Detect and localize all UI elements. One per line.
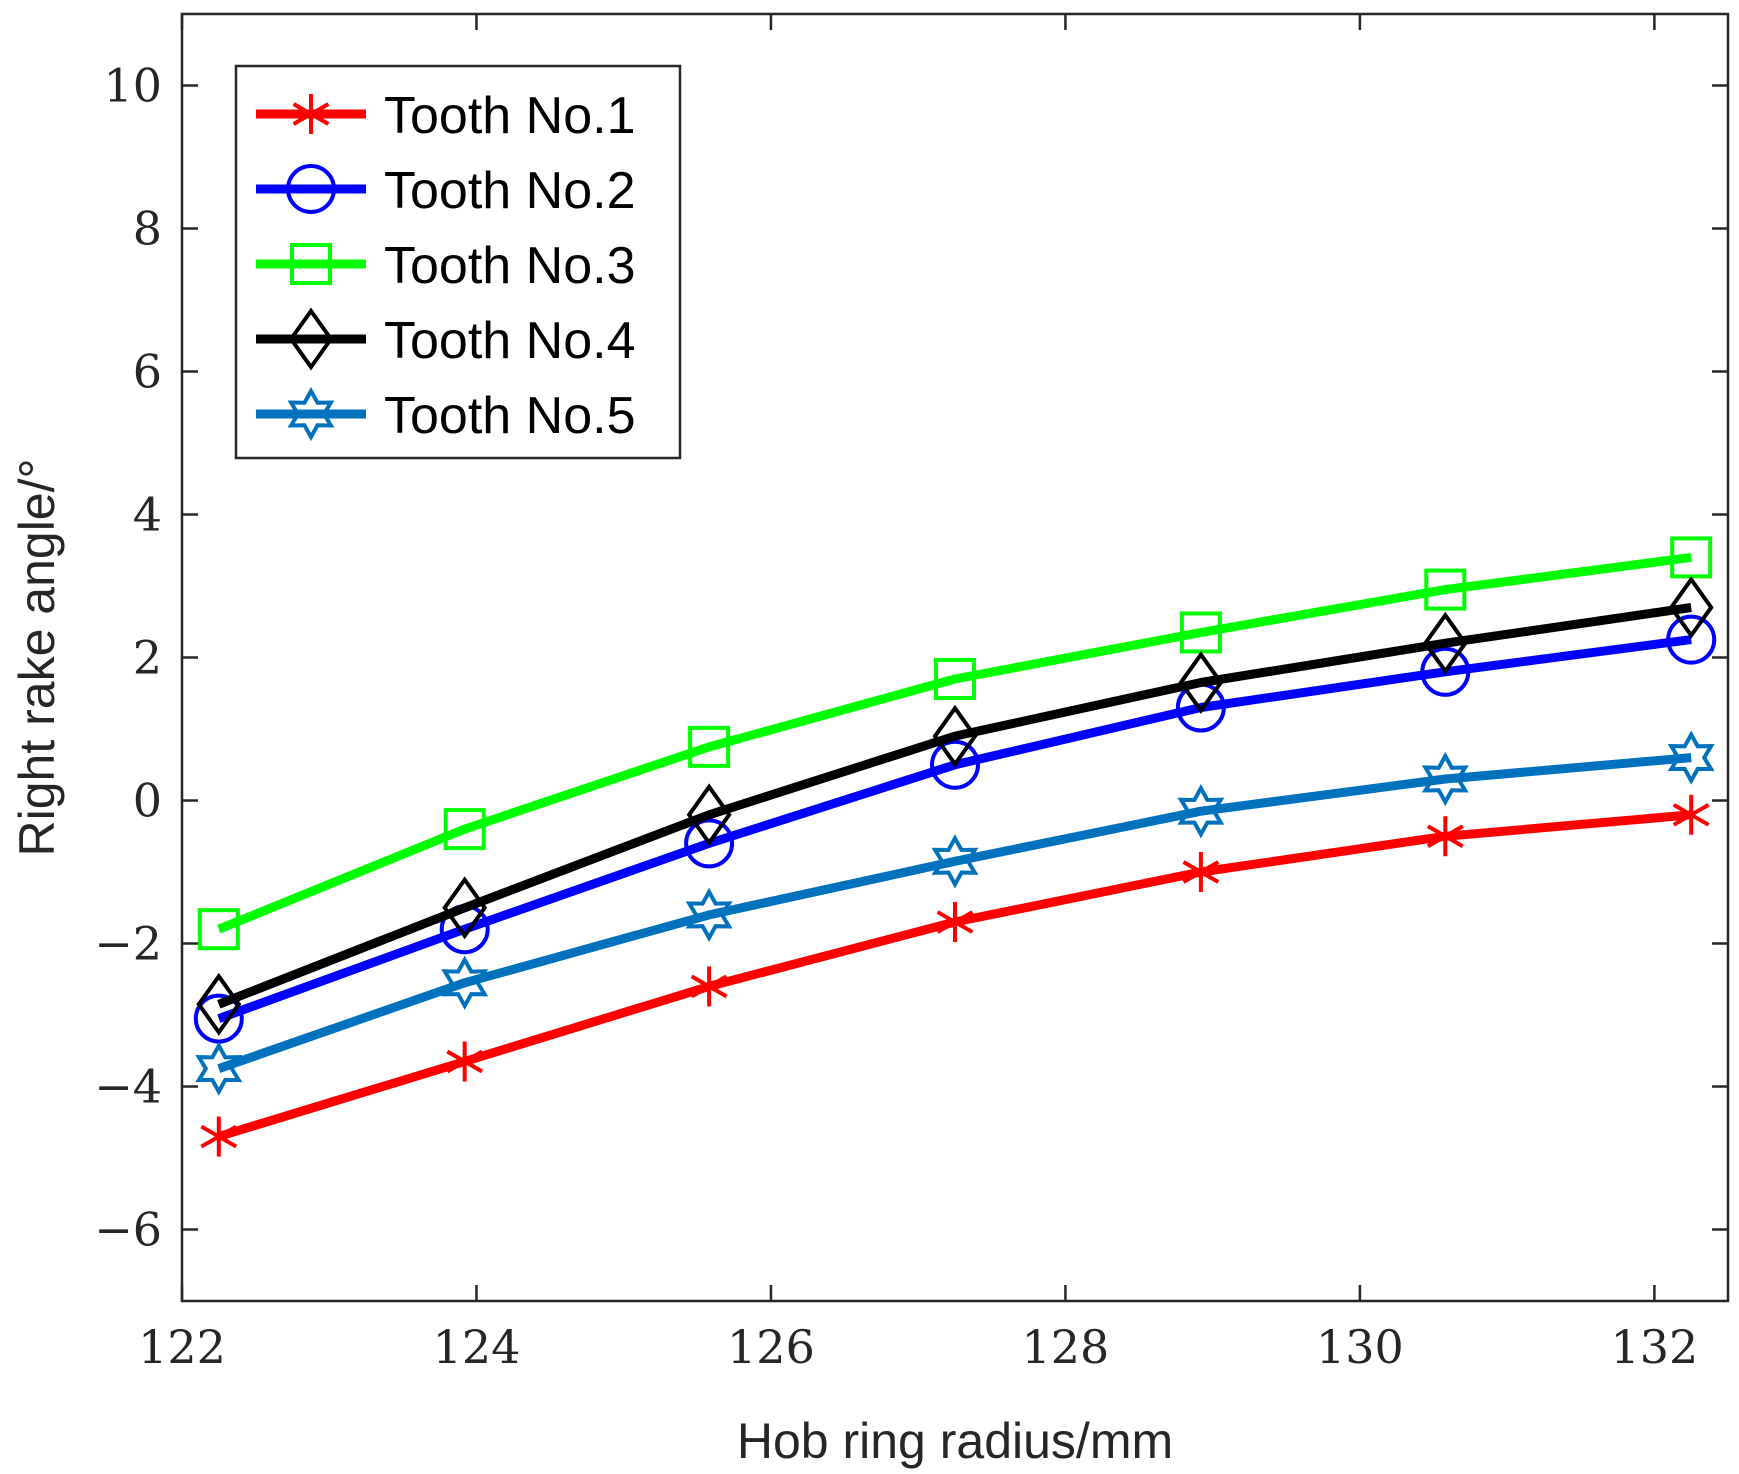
data-point-tooth-3 <box>1424 568 1467 611</box>
data-point-tooth-4 <box>932 704 978 768</box>
y-tick-label: −4 <box>94 1060 162 1114</box>
data-point-tooth-1-stroke <box>1182 860 1220 884</box>
x-axis-title: Hob ring radius/mm <box>737 1413 1173 1469</box>
legend-item: Tooth No.1 <box>256 87 636 145</box>
data-point-tooth-1 <box>1426 816 1464 857</box>
series-line-tooth-5 <box>217 753 1692 1073</box>
data-point-tooth-3 <box>688 725 731 768</box>
legend-swatch-marker <box>287 386 335 442</box>
data-point-tooth-1-stroke <box>446 1049 484 1074</box>
data-point-tooth-2 <box>684 818 735 869</box>
y-tick-label: 10 <box>103 59 162 113</box>
legend-swatch-marker <box>290 243 332 285</box>
data-point-tooth-1 <box>1672 794 1710 835</box>
x-tick-label: 122 <box>138 1320 226 1374</box>
y-tick-label: 8 <box>133 202 162 256</box>
legend-swatch-marker-stroke <box>292 102 330 126</box>
data-point-tooth-2 <box>930 739 980 790</box>
y-axis-title: Right rake angle/° <box>9 459 65 857</box>
plot-area-border <box>180 12 1730 1303</box>
y-tick-label: 4 <box>133 488 162 542</box>
data-point-tooth-5 <box>195 1041 243 1096</box>
data-point-tooth-1-stroke <box>1426 824 1464 848</box>
data-point-tooth-1-stroke <box>690 974 728 999</box>
data-point-tooth-2 <box>1420 646 1471 697</box>
legend-label: Tooth No.5 <box>384 387 636 445</box>
x-tick-label: 132 <box>1610 1320 1698 1374</box>
legend-item: Tooth No.3 <box>256 237 636 295</box>
data-point-tooth-4 <box>442 876 488 940</box>
y-tick-label: 6 <box>133 345 162 399</box>
data-point-tooth-1-stroke <box>1672 803 1710 827</box>
series-tooth-5 <box>195 730 1715 1096</box>
data-point-tooth-4 <box>1422 611 1468 675</box>
legend-label: Tooth No.2 <box>384 162 636 220</box>
data-point-tooth-4 <box>1668 576 1714 639</box>
legend-label: Tooth No.1 <box>384 87 636 145</box>
data-point-tooth-1 <box>690 966 728 1007</box>
data-point-tooth-2 <box>1666 614 1717 665</box>
legend-label: Tooth No.3 <box>384 237 636 295</box>
data-point-tooth-1-stroke <box>200 1124 238 1149</box>
data-point-tooth-4 <box>1178 651 1224 714</box>
y-tick-label: 0 <box>133 774 162 828</box>
data-point-tooth-1 <box>1182 852 1220 892</box>
y-tick-label: −2 <box>94 917 162 971</box>
data-point-tooth-3 <box>443 808 486 851</box>
series-tooth-4 <box>196 576 1714 1036</box>
data-point-tooth-1 <box>446 1041 484 1082</box>
data-point-tooth-1-stroke <box>936 910 974 934</box>
data-point-tooth-1 <box>200 1116 238 1157</box>
data-point-tooth-4 <box>686 783 732 847</box>
x-tick-label: 124 <box>433 1320 521 1374</box>
series-line-tooth-3 <box>217 552 1692 934</box>
series-line-tooth-4 <box>217 603 1692 1009</box>
data-point-tooth-5 <box>441 955 489 1010</box>
y-tick-label: 2 <box>133 631 162 685</box>
data-point-tooth-4 <box>196 972 242 1036</box>
x-tick-label: 128 <box>1022 1320 1110 1374</box>
data-point-tooth-5 <box>1421 751 1469 807</box>
data-point-tooth-1 <box>936 902 974 943</box>
series-tooth-1 <box>200 794 1710 1157</box>
legend-item: Tooth No.4 <box>256 307 636 371</box>
data-point-tooth-3 <box>197 908 240 951</box>
legend-swatch-marker <box>288 307 334 371</box>
x-tick-label: 130 <box>1316 1320 1404 1374</box>
data-point-tooth-3 <box>934 657 976 700</box>
legend-item: Tooth No.2 <box>256 162 636 220</box>
y-tick-label: −6 <box>94 1203 162 1257</box>
data-point-tooth-5 <box>1667 730 1715 785</box>
legend-label: Tooth No.4 <box>384 312 636 370</box>
data-point-tooth-5 <box>685 887 733 943</box>
x-tick-label: 126 <box>727 1320 815 1374</box>
data-point-tooth-5 <box>1177 784 1225 839</box>
legend-item: Tooth No.5 <box>256 386 636 445</box>
data-point-tooth-5 <box>931 834 979 889</box>
legend-swatch-marker <box>286 164 336 214</box>
legend-swatch-marker <box>292 94 330 134</box>
